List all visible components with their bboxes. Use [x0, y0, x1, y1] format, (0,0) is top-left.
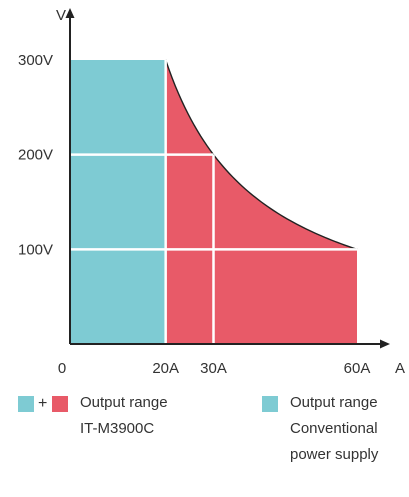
x-tick-label: 60A [344, 360, 371, 377]
x-tick-label: 30A [200, 360, 227, 377]
y-axis-arrow-icon [65, 8, 75, 18]
legend-it-line-1: Output range [80, 394, 168, 411]
legend-conventional: Output range Conventional power supply [262, 392, 402, 492]
chart-tick-labels: 100V 200V 300V 0 20A 30A 60A [18, 52, 370, 377]
legend-conventional-line-2: Conventional [290, 420, 378, 437]
legend-swatch-conventional-only [262, 396, 278, 412]
legend-plus: + [38, 395, 48, 412]
y-axis-unit: V [56, 7, 66, 24]
x-axis-unit: A [395, 360, 405, 377]
legend-it: + Output range IT-M3900C [18, 392, 238, 462]
x-axis-arrow-icon [380, 339, 390, 349]
chart-area: 100V 200V 300V 0 20A 30A 60A V A [18, 7, 405, 377]
legend-swatch-extension [52, 396, 68, 412]
x-tick-label: 20A [152, 360, 179, 377]
y-tick-label: 300V [18, 52, 53, 69]
chart-gridlines [70, 60, 357, 344]
constant-power-curve [165, 59, 358, 250]
chart-axes [65, 8, 390, 349]
legend-conventional-line-3: power supply [290, 446, 379, 463]
y-tick-label: 200V [18, 147, 53, 164]
legend-it-line-2: IT-M3900C [80, 420, 155, 437]
legend-swatch-conventional [18, 396, 34, 412]
y-tick-label: 100V [18, 241, 53, 258]
region-conventional [70, 60, 166, 344]
x-tick-label: 0 [58, 360, 66, 377]
legend-conventional-line-1: Output range [290, 394, 378, 411]
